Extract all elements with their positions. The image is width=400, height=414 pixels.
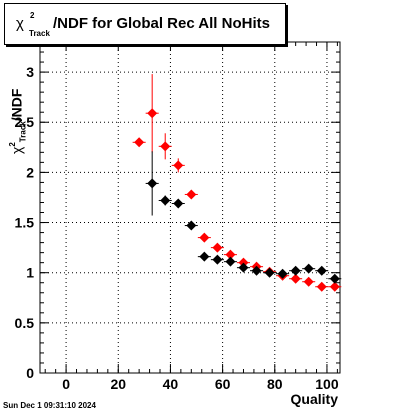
diamond-marker (303, 276, 314, 287)
data-point (223, 249, 237, 260)
diamond-marker (316, 281, 327, 292)
diamond-marker (134, 137, 145, 148)
data-point (302, 263, 316, 274)
data-point (145, 151, 159, 216)
x-tick-label: 40 (163, 376, 179, 392)
data-point (132, 137, 146, 148)
diamond-marker (303, 263, 314, 274)
data-point (158, 133, 172, 160)
y-tick-label: 0.5 (15, 315, 35, 331)
diamond-marker (186, 189, 197, 200)
diamond-marker (147, 178, 158, 189)
diamond-marker (160, 195, 171, 206)
ylabel-chi-symbol: χ (8, 146, 25, 154)
grid (40, 42, 340, 374)
data-point (302, 276, 316, 287)
ylabel-subscript: Track (18, 121, 28, 143)
x-tick-label: 20 (110, 376, 126, 392)
y-tick-label: 2.5 (15, 114, 35, 130)
title-superscript: 2 (30, 11, 35, 20)
axis-ticks: 0 20 40 60 80 100 0 0.5 1 1.5 2 2.5 3 (15, 41, 340, 392)
data-point (315, 265, 329, 276)
diamond-marker (212, 242, 223, 253)
data-point (171, 198, 185, 209)
chart-title: χ 2 Track /NDF for Global Rec All NoHits (4, 3, 286, 45)
diamond-marker (251, 265, 262, 276)
data-point (158, 195, 172, 206)
diamond-marker (264, 267, 275, 278)
x-tick-label: 100 (315, 376, 339, 392)
data-point (289, 273, 303, 284)
y-tick-label: 2 (26, 164, 34, 180)
diamond-marker (160, 141, 171, 152)
diamond-marker (173, 160, 184, 171)
data-point (184, 220, 198, 231)
diamond-marker (225, 256, 236, 267)
title-text: /NDF for Global Rec All NoHits (53, 15, 270, 32)
data-points (132, 74, 342, 292)
data-point (171, 158, 185, 173)
data-point (328, 281, 342, 292)
diamond-marker (225, 249, 236, 260)
data-point (315, 281, 329, 292)
data-point (210, 242, 224, 253)
data-point (197, 251, 211, 262)
x-tick-label: 80 (267, 376, 283, 392)
ylabel-text: /NDF (8, 88, 25, 122)
data-point (250, 265, 264, 276)
data-point (184, 189, 198, 200)
data-point (289, 265, 303, 276)
diamond-marker (212, 254, 223, 265)
y-tick-label: 0 (26, 365, 34, 381)
plot-frame (39, 41, 341, 374)
ylabel-superscript: 2 (8, 142, 17, 147)
diamond-marker (199, 251, 210, 262)
diamond-marker (238, 262, 249, 273)
data-point (236, 257, 250, 268)
x-axis-label: Quality (290, 391, 338, 407)
diamond-marker (316, 265, 327, 276)
diamond-marker (173, 198, 184, 209)
data-point (197, 232, 211, 243)
diamond-marker (238, 257, 249, 268)
data-point (223, 256, 237, 267)
diamond-marker (290, 265, 301, 276)
data-point (263, 267, 277, 278)
title-subscript: Track (29, 29, 50, 38)
y-axis-label: χ2Track/NDF (6, 54, 28, 154)
diamond-marker (186, 220, 197, 231)
title-chi-symbol: χ (16, 15, 24, 32)
data-point (210, 254, 224, 265)
diamond-marker (290, 273, 301, 284)
data-point (328, 273, 342, 284)
data-point (236, 262, 250, 273)
y-tick-label: 3 (26, 64, 34, 80)
data-point (276, 268, 290, 279)
diamond-marker (147, 108, 158, 119)
diamond-marker (329, 273, 340, 284)
y-tick-label: 1 (26, 265, 34, 281)
x-tick-label: 60 (215, 376, 231, 392)
diamond-marker (329, 281, 340, 292)
diamond-marker (199, 232, 210, 243)
datestamp: Sun Dec 1 09:31:10 2024 (3, 401, 96, 410)
x-tick-label: 0 (62, 376, 70, 392)
data-point (145, 74, 159, 153)
diamond-marker (277, 268, 288, 279)
y-tick-label: 1.5 (15, 215, 35, 231)
